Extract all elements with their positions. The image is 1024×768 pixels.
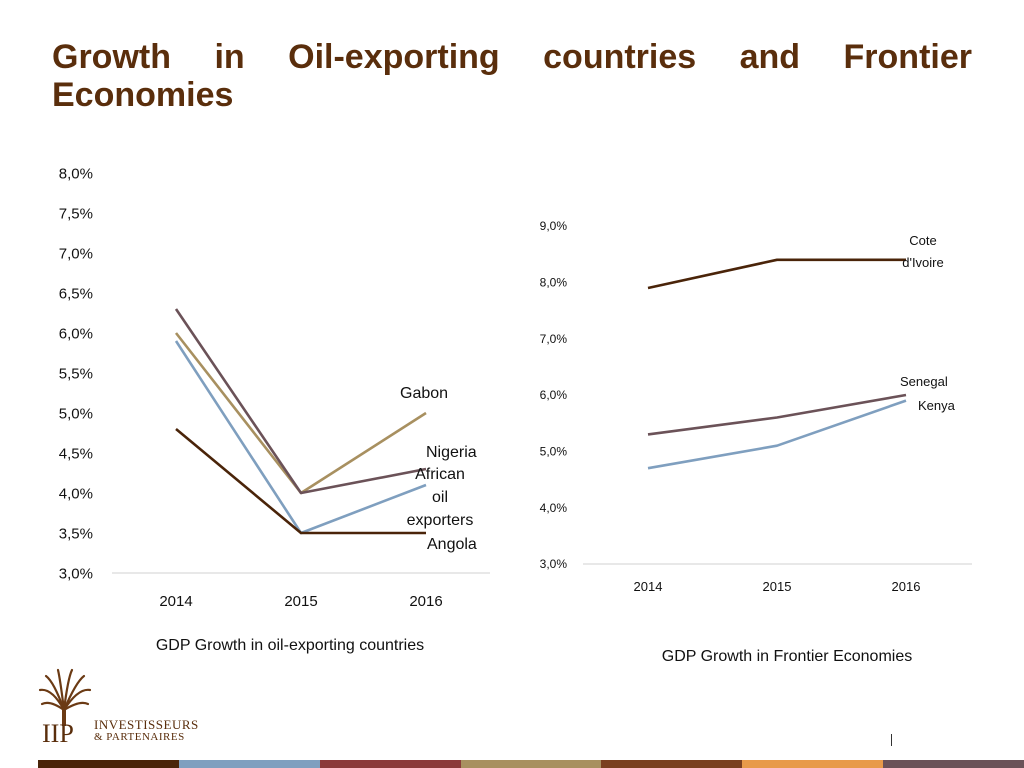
y-tick-label: 4,5% [59, 445, 93, 462]
x-tick-label: 2015 [763, 579, 792, 594]
series-label: Senegal [900, 374, 948, 389]
y-tick-label: 8,0% [59, 165, 93, 182]
series-label: exporters [407, 512, 474, 529]
series-label: oil [432, 489, 448, 506]
series-line [174, 332, 427, 495]
x-tick-label: 2014 [159, 593, 192, 610]
footer-color-bar [38, 760, 1024, 768]
series-line [174, 308, 427, 495]
iip-logo: IIP INVESTISSEURS & PARTENAIRES [36, 668, 216, 748]
palm-tree-icon: IIP [38, 668, 92, 748]
logo-name-line2: & PARTENAIRES [94, 731, 185, 743]
footer-segment [601, 760, 743, 768]
logo-monogram: IIP [42, 719, 74, 746]
y-tick-label: 5,0% [59, 405, 93, 422]
footer-segment [460, 760, 602, 768]
series-line [647, 399, 907, 470]
y-tick-label: 6,0% [59, 325, 93, 342]
y-tick-label: 7,5% [59, 205, 93, 222]
series-label: Gabon [400, 385, 448, 402]
y-tick-label: 5,5% [59, 365, 93, 382]
y-tick-label: 9,0% [540, 219, 568, 233]
y-tick-label: 7,0% [59, 245, 93, 262]
y-tick-label: 7,0% [540, 332, 568, 346]
y-tick-label: 3,5% [59, 525, 93, 542]
series-line [175, 428, 426, 535]
slide-title: Growth in Oil-exporting countries and Fr… [52, 38, 972, 114]
y-tick-label: 4,0% [59, 485, 93, 502]
series-label: Kenya [918, 398, 956, 413]
footer-segment [883, 760, 1024, 768]
y-tick-label: 5,0% [540, 445, 568, 459]
series-label: Angola [427, 536, 477, 553]
y-tick-label: 3,0% [59, 565, 93, 582]
x-tick-label: 2014 [634, 579, 663, 594]
x-tick-label: 2015 [284, 593, 317, 610]
y-tick-label: 6,5% [59, 285, 93, 302]
series-label: d'Ivoire [902, 255, 944, 270]
chart-title: GDP Growth in Frontier Economies [662, 648, 912, 665]
footer-segment [742, 760, 884, 768]
series-label: Nigeria [426, 444, 477, 461]
series-label: Cote [909, 233, 936, 248]
y-tick-label: 8,0% [540, 276, 568, 290]
logo-name-line1: INVESTISSEURS [94, 717, 199, 732]
series-line [647, 258, 906, 290]
series-line [647, 393, 907, 436]
x-tick-label: 2016 [409, 593, 442, 610]
footer-segment [38, 760, 179, 768]
y-tick-label: 3,0% [540, 557, 568, 571]
footer-segment [319, 760, 461, 768]
x-tick-label: 2016 [892, 579, 921, 594]
y-tick-label: 4,0% [540, 501, 568, 515]
page-marker [891, 734, 892, 746]
chart-title: GDP Growth in oil-exporting countries [156, 637, 424, 654]
series-label: African [415, 466, 465, 483]
footer-segment [178, 760, 320, 768]
y-tick-label: 6,0% [540, 388, 568, 402]
